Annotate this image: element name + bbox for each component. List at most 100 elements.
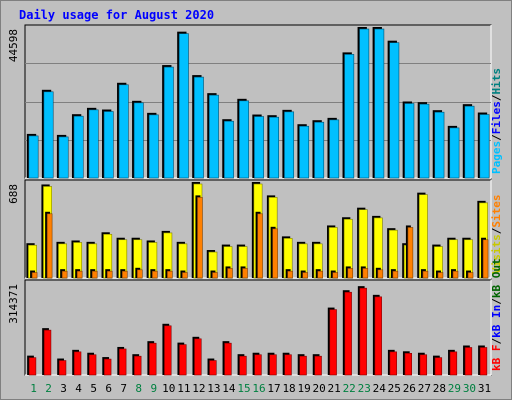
hits-bar bbox=[359, 28, 370, 179]
sites-bar bbox=[452, 270, 459, 279]
day-label: 14 bbox=[222, 382, 236, 395]
kbytes-bar bbox=[88, 354, 97, 376]
hits-bar bbox=[314, 121, 325, 179]
panel-kbytes-legend-entry: / bbox=[490, 338, 503, 345]
kbytes-bar bbox=[374, 296, 382, 376]
sites-bar bbox=[91, 270, 98, 279]
kbytes-bar bbox=[119, 348, 127, 376]
day-label: 23 bbox=[358, 382, 371, 395]
hits-bar bbox=[284, 111, 295, 179]
panel-visits_sites-legend-entry: Sites bbox=[490, 195, 503, 228]
hits-bar bbox=[103, 111, 114, 179]
hits-bar bbox=[449, 127, 460, 179]
panel-visits_sites: 688 Visits/Sites bbox=[7, 179, 503, 279]
sites-bar bbox=[437, 272, 444, 279]
panel-kbytes-legend-entry: kB Out bbox=[490, 258, 503, 298]
day-label: 1 bbox=[30, 382, 37, 395]
kbytes-bar bbox=[299, 355, 307, 376]
day-label: 30 bbox=[463, 382, 476, 395]
day-label: 9 bbox=[150, 382, 157, 395]
day-label: 10 bbox=[162, 382, 175, 395]
hits-bar bbox=[254, 116, 264, 179]
sites-bar bbox=[31, 272, 38, 279]
hits-bar bbox=[434, 111, 445, 179]
hits-bar bbox=[223, 120, 234, 179]
hits-bar bbox=[178, 33, 189, 179]
kbytes-bar bbox=[149, 342, 157, 376]
panel-kbytes-legend-entry: kB In bbox=[490, 305, 503, 338]
day-label: 31 bbox=[478, 382, 491, 395]
kbytes-bar bbox=[28, 357, 37, 376]
day-label: 27 bbox=[418, 382, 431, 395]
kbytes-bar bbox=[164, 325, 172, 376]
panel-hits_files-legend: Pages/Files/Hits bbox=[490, 68, 503, 174]
day-label: 21 bbox=[328, 382, 341, 395]
sites-bar bbox=[407, 227, 414, 279]
hits-bar bbox=[163, 66, 174, 179]
day-label: 4 bbox=[75, 382, 82, 395]
day-label: 8 bbox=[135, 382, 142, 395]
day-label: 17 bbox=[267, 382, 280, 395]
hits-bar bbox=[299, 125, 310, 179]
panel-hits_files-legend-entry: Hits bbox=[490, 68, 503, 95]
visits-bar bbox=[328, 227, 338, 279]
day-label: 24 bbox=[373, 382, 387, 395]
hits-bar bbox=[208, 94, 219, 179]
kbytes-bar bbox=[103, 358, 112, 376]
day-label: 6 bbox=[105, 382, 112, 395]
kbytes-bar bbox=[134, 355, 142, 376]
kbytes-bar bbox=[239, 355, 247, 376]
hits-bar bbox=[28, 135, 39, 179]
visits-bar bbox=[418, 194, 428, 279]
sites-bar bbox=[392, 270, 399, 279]
kbytes-bar bbox=[344, 291, 352, 376]
panel-kbytes-legend: kB F/kB In/kB Out bbox=[490, 258, 503, 371]
day-label: 29 bbox=[448, 382, 461, 395]
hits-bar bbox=[73, 115, 84, 179]
sites-bar bbox=[121, 270, 128, 279]
panel-hits_files: 44598 Pages/Files/Hits bbox=[7, 24, 503, 179]
kbytes-bar bbox=[329, 309, 337, 376]
sites-bar bbox=[287, 270, 293, 279]
kbytes-bar bbox=[404, 352, 413, 376]
panel-kbytes-legend-entry: kB F bbox=[490, 345, 503, 372]
kbytes-bar bbox=[269, 354, 277, 376]
sites-bar bbox=[467, 272, 474, 279]
sites-bar bbox=[317, 270, 323, 279]
sites-bar bbox=[257, 213, 263, 279]
kbytes-bar bbox=[194, 338, 202, 376]
sites-bar bbox=[302, 272, 308, 279]
hits-bar bbox=[43, 91, 54, 179]
sites-bar bbox=[137, 269, 143, 279]
day-label: 7 bbox=[120, 382, 127, 395]
kbytes-bar bbox=[479, 347, 488, 376]
day-label: 28 bbox=[433, 382, 446, 395]
day-labels: 1 2 3 4 5 6 7 8 9 10 11 12 13 14 15 16 17 18 19 20 21 22 23 24 2… bbox=[30, 382, 491, 395]
hits-bar bbox=[479, 114, 490, 179]
panel-kbytes-legend-entry: / bbox=[490, 298, 503, 305]
panel-hits_files-ymax-label: 44598 bbox=[7, 29, 20, 62]
panel-visits_sites-ymax-label: 688 bbox=[7, 184, 20, 204]
panel-visits_sites-legend-entry: Visits bbox=[490, 234, 503, 274]
day-label: 5 bbox=[90, 382, 97, 395]
panel-hits_files-legend-entry: Pages bbox=[490, 141, 503, 174]
hits-bar bbox=[419, 103, 430, 179]
sites-bar bbox=[332, 272, 339, 279]
kbytes-bar bbox=[58, 360, 67, 376]
kbytes-bar bbox=[434, 357, 443, 376]
kbytes-bar bbox=[389, 351, 397, 376]
hits-bar bbox=[389, 42, 400, 179]
sites-bar bbox=[106, 270, 113, 279]
kbytes-bar bbox=[209, 360, 217, 376]
sites-bar bbox=[182, 272, 188, 279]
day-label: 11 bbox=[177, 382, 190, 395]
hits-bar bbox=[193, 76, 204, 179]
sites-bar bbox=[227, 268, 233, 279]
hits-bar bbox=[329, 119, 340, 179]
kbytes-bar bbox=[359, 287, 367, 376]
sites-bar bbox=[152, 270, 158, 279]
sites-bar bbox=[422, 270, 429, 279]
hits-bar bbox=[118, 84, 129, 179]
